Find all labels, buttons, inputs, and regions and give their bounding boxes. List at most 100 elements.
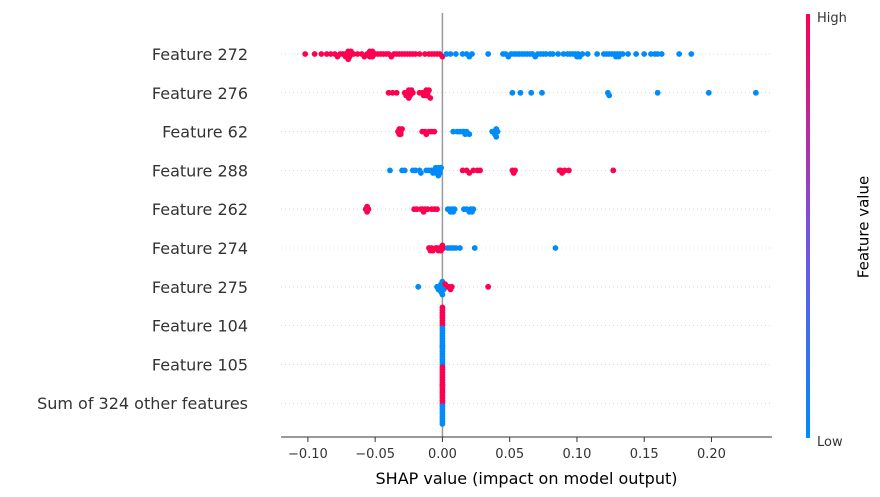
data-point <box>412 51 419 57</box>
data-point <box>493 133 500 140</box>
data-point <box>688 51 695 57</box>
data-point <box>654 51 661 57</box>
data-point <box>466 131 473 138</box>
x-tick-label: −0.10 <box>288 447 328 462</box>
data-point <box>452 51 459 57</box>
colorbar-low-label: Low <box>817 435 843 450</box>
data-point <box>606 92 613 99</box>
data-point <box>512 167 518 174</box>
colorbar-title: Feature value <box>855 176 873 278</box>
data-point <box>399 126 405 132</box>
colorbar-high-label: High <box>817 11 847 26</box>
data-point <box>443 51 450 57</box>
data-points <box>302 48 759 427</box>
data-point <box>413 206 420 213</box>
data-point <box>470 167 477 174</box>
data-point <box>327 51 334 57</box>
data-point <box>459 167 466 174</box>
data-point <box>555 51 562 57</box>
data-point <box>422 51 428 57</box>
data-point <box>424 206 431 213</box>
data-point <box>451 206 458 213</box>
feature-label: Feature 274 <box>152 239 248 258</box>
feature-labels: Feature 272 Feature 276 Feature 62 Feature … <box>37 45 248 413</box>
data-point <box>452 245 459 251</box>
data-point <box>450 128 457 135</box>
data-point <box>654 89 661 96</box>
data-point <box>412 167 419 174</box>
row-gridlines <box>281 53 772 404</box>
data-point <box>752 89 759 96</box>
data-point <box>302 51 309 57</box>
feature-label: Feature 272 <box>152 45 248 64</box>
data-point <box>528 89 535 96</box>
data-point <box>311 51 318 57</box>
colorbar-gradient <box>806 14 810 438</box>
x-tick-label: 0.00 <box>428 447 457 462</box>
data-point <box>560 51 567 57</box>
data-point <box>393 89 400 96</box>
data-point <box>415 283 422 290</box>
data-point <box>427 95 434 101</box>
data-point <box>494 128 501 135</box>
data-point <box>641 51 648 57</box>
data-point <box>354 51 361 57</box>
data-point <box>459 51 466 57</box>
data-point <box>539 89 545 96</box>
data-point <box>485 51 492 57</box>
data-point <box>439 382 446 388</box>
feature-label: Feature 105 <box>152 355 248 374</box>
data-point <box>543 51 549 57</box>
feature-label: Feature 288 <box>152 161 248 180</box>
data-point <box>438 164 444 171</box>
feature-label: Feature 262 <box>152 200 248 219</box>
data-point <box>565 167 572 174</box>
x-tick-label: 0.15 <box>630 447 659 462</box>
data-point <box>658 51 665 57</box>
data-point <box>552 245 559 251</box>
data-point <box>625 51 631 57</box>
data-point <box>426 87 432 94</box>
data-point <box>440 245 447 251</box>
data-point <box>323 51 330 57</box>
colorbar: High Low Feature value <box>806 11 873 450</box>
data-point <box>447 51 454 57</box>
x-axis: −0.10 −0.05 0.00 0.05 0.10 0.15 0.20 SHAP valu… <box>281 436 772 488</box>
data-point <box>633 51 640 57</box>
data-point <box>397 131 404 138</box>
data-point <box>648 51 654 57</box>
data-point <box>439 343 446 350</box>
feature-label: Sum of 324 other features <box>37 394 248 413</box>
data-point <box>676 51 683 57</box>
data-point <box>610 167 617 174</box>
data-point <box>471 245 478 251</box>
data-point <box>431 128 438 135</box>
x-ticks: −0.10 −0.05 0.00 0.05 0.10 0.15 0.20 <box>288 437 726 462</box>
data-point <box>416 51 423 57</box>
data-point <box>439 291 446 298</box>
data-point <box>439 421 446 427</box>
data-point <box>509 89 516 96</box>
data-point <box>517 89 524 96</box>
data-point <box>619 51 626 57</box>
data-point <box>401 167 408 174</box>
data-point <box>318 51 325 57</box>
x-tick-label: 0.10 <box>562 447 591 462</box>
data-point <box>385 89 392 96</box>
data-point <box>485 283 492 290</box>
data-point <box>434 206 440 213</box>
data-point <box>470 206 477 213</box>
data-point <box>389 89 396 96</box>
x-tick-label: −0.05 <box>355 447 395 462</box>
data-point <box>594 51 601 57</box>
data-point <box>705 89 712 96</box>
data-point <box>457 245 463 251</box>
data-point <box>365 206 372 213</box>
data-point <box>350 51 357 57</box>
data-point <box>418 170 424 176</box>
data-point <box>409 89 416 96</box>
data-point <box>439 304 446 311</box>
data-point <box>584 51 591 57</box>
feature-label: Feature 104 <box>152 317 248 336</box>
